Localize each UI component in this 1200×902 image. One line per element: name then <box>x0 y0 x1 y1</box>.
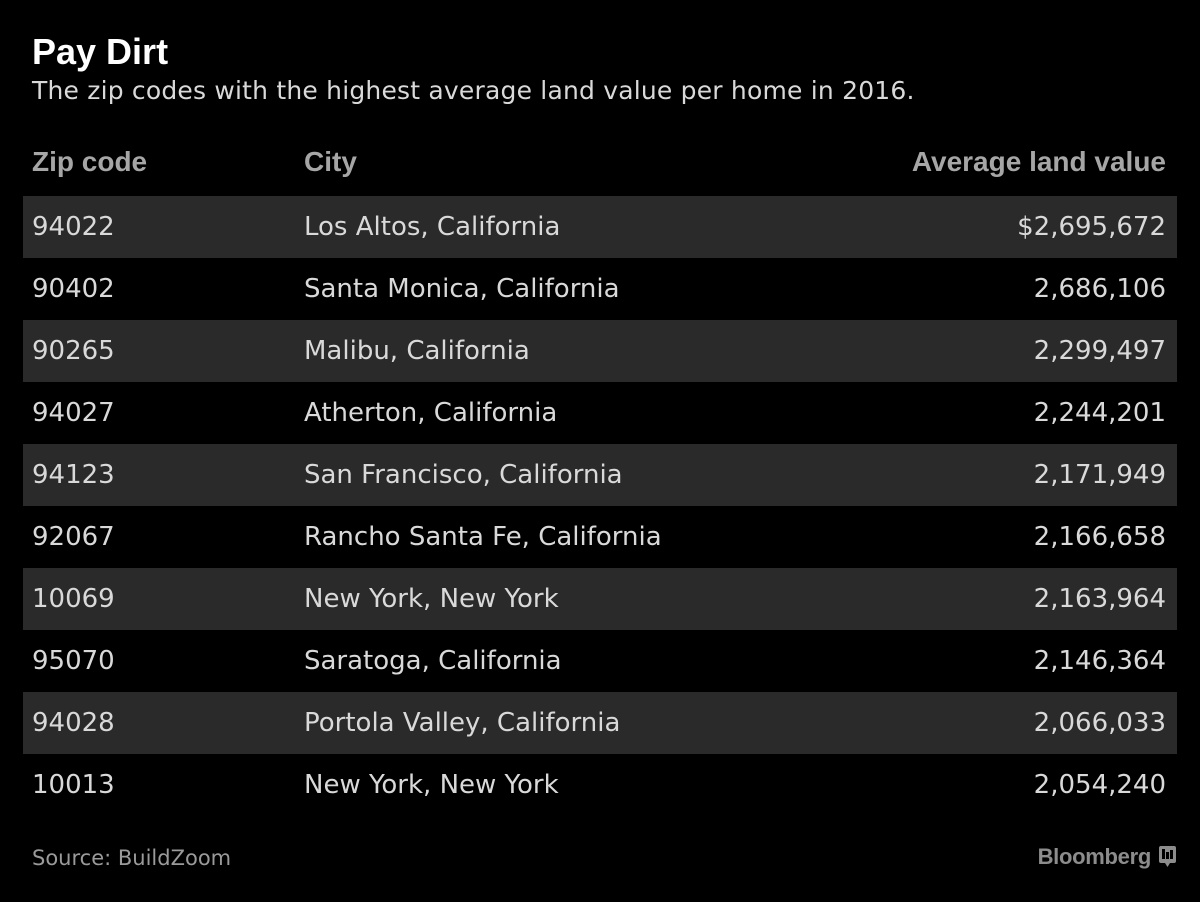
brand-logo: Bloomberg <box>1038 842 1176 872</box>
table-header-row: Zip code City Average land value <box>23 138 1177 196</box>
bloomberg-terminal-icon <box>1159 846 1176 867</box>
table-row: 92067 Rancho Santa Fe, California 2,166,65… <box>23 506 1177 568</box>
cell-value: 2,163,964 <box>1033 584 1166 614</box>
cell-city: Atherton, California <box>304 398 558 428</box>
cell-zip: 92067 <box>32 522 115 552</box>
table-row: 94022 Los Altos, California $2,695,672 <box>23 196 1177 258</box>
cell-value: 2,171,949 <box>1033 460 1166 490</box>
chart-subtitle: The zip codes with the highest average l… <box>32 76 915 105</box>
table-row: 94027 Atherton, California 2,244,201 <box>23 382 1177 444</box>
table-row: 95070 Saratoga, California 2,146,364 <box>23 630 1177 692</box>
column-header-city: City <box>304 146 357 177</box>
cell-city: Santa Monica, California <box>304 274 620 304</box>
cell-city: New York, New York <box>304 584 559 614</box>
table-row: 10069 New York, New York 2,163,964 <box>23 568 1177 630</box>
table-row: 90402 Santa Monica, California 2,686,106 <box>23 258 1177 320</box>
table-row: 10013 New York, New York 2,054,240 <box>23 754 1177 816</box>
table-row: 90265 Malibu, California 2,299,497 <box>23 320 1177 382</box>
cell-city: Rancho Santa Fe, California <box>304 522 662 552</box>
cell-zip: 94028 <box>32 708 115 738</box>
chart-title: Pay Dirt <box>32 31 169 72</box>
cell-zip: 10069 <box>32 584 115 614</box>
cell-city: Malibu, California <box>304 336 530 366</box>
cell-value: 2,054,240 <box>1033 770 1166 800</box>
cell-zip: 90265 <box>32 336 115 366</box>
cell-value: 2,299,497 <box>1033 336 1166 366</box>
cell-value: 2,166,658 <box>1033 522 1166 552</box>
cell-city: Saratoga, California <box>304 646 562 676</box>
column-header-zip: Zip code <box>32 146 148 177</box>
cell-value: 2,244,201 <box>1033 398 1166 428</box>
cell-zip: 10013 <box>32 770 115 800</box>
cell-city: San Francisco, California <box>304 460 623 490</box>
source-note: Source: BuildZoom <box>32 846 232 870</box>
table-row: 94123 San Francisco, California 2,171,949 <box>23 444 1177 506</box>
cell-zip: 95070 <box>32 646 115 676</box>
cell-value: $2,695,672 <box>1017 212 1166 242</box>
cell-value: 2,686,106 <box>1033 274 1166 304</box>
column-header-value: Average land value <box>911 146 1166 177</box>
cell-city: Portola Valley, California <box>304 708 621 738</box>
cell-zip: 90402 <box>32 274 115 304</box>
table-body: 94022 Los Altos, California $2,695,672 9040… <box>23 196 1177 816</box>
cell-city: New York, New York <box>304 770 559 800</box>
brand-wordmark: Bloomberg <box>1037 844 1152 869</box>
cell-value: 2,146,364 <box>1033 646 1166 676</box>
land-value-table: Zip code City Average land value 94022 Lo… <box>23 138 1177 816</box>
cell-zip: 94022 <box>32 212 115 242</box>
cell-city: Los Altos, California <box>304 212 561 242</box>
cell-zip: 94027 <box>32 398 115 428</box>
table-row: 94028 Portola Valley, California 2,066,033 <box>23 692 1177 754</box>
cell-value: 2,066,033 <box>1033 708 1166 738</box>
cell-zip: 94123 <box>32 460 115 490</box>
